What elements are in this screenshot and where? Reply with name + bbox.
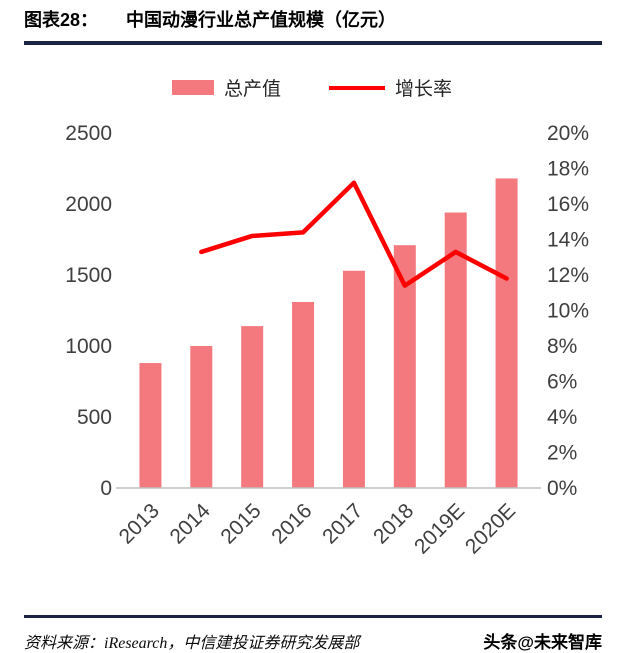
left-axis-tick: 0 — [100, 477, 112, 500]
left-axis-tick: 1000 — [65, 335, 112, 358]
right-axis-tick: 4% — [547, 406, 577, 429]
right-axis-tick: 0% — [547, 477, 577, 500]
right-axis-tick: 18% — [547, 158, 589, 181]
x-axis-label-2014: 2014 — [166, 499, 216, 549]
bar-2013 — [139, 363, 162, 488]
combo-chart: 0 500 1000 1500 2000 2500 0% 2% 4% 6% 8% 10% 12% 14% 1… — [65, 122, 589, 558]
bar-2016 — [292, 301, 315, 488]
growth-rate-line — [199, 180, 509, 288]
chart-header: 图表28： 中国动漫行业总产值规模（亿元） — [24, 6, 602, 45]
left-axis-tick: 2500 — [65, 122, 112, 145]
legend-line-label: 增长率 — [395, 79, 453, 100]
right-axis-tick: 16% — [547, 193, 589, 216]
source-note: 资料来源：iResearch，中信建投证券研究发展部 — [24, 635, 360, 652]
bar-2015 — [241, 326, 264, 488]
right-axis-tick: 6% — [547, 371, 577, 394]
x-axis-label-2013: 2013 — [115, 499, 164, 548]
bar-2017 — [342, 270, 365, 488]
x-axis-label-2019E: 2019E — [410, 499, 469, 558]
right-axis-tick: 2% — [547, 442, 577, 465]
chart-legend: 总产值 增长率 — [0, 74, 624, 101]
x-axis-label-2017: 2017 — [318, 499, 367, 548]
figure-number: 图表28： — [24, 10, 99, 30]
bar-2020E — [495, 178, 518, 488]
bar-2014 — [190, 346, 213, 488]
right-axis-tick: 8% — [547, 335, 577, 358]
left-axis-tick: 1500 — [65, 264, 112, 287]
bar-2019E — [444, 212, 467, 488]
x-axis-label-2020E: 2020E — [461, 499, 520, 558]
left-axis-tick: 500 — [77, 406, 112, 429]
legend-item-bar: 总产值 — [171, 74, 281, 101]
bar-swatch-icon — [171, 80, 214, 95]
right-axis-tick: 10% — [547, 300, 589, 323]
legend-bar-label: 总产值 — [223, 79, 281, 100]
chart-footer: 资料来源：iResearch，中信建投证券研究发展部 头条@未来智库 — [24, 615, 602, 653]
watermark-text: 头条@未来智库 — [483, 633, 602, 652]
x-axis-label-2016: 2016 — [267, 499, 316, 548]
bar-2018 — [393, 245, 416, 488]
line-swatch-icon — [329, 85, 385, 90]
page-title: 中国动漫行业总产值规模（亿元） — [126, 10, 397, 30]
left-axis-tick: 2000 — [65, 193, 112, 216]
right-axis-tick: 12% — [547, 264, 589, 287]
right-axis-tick: 20% — [547, 122, 589, 145]
legend-item-line: 增长率 — [329, 74, 452, 101]
x-axis-label-2015: 2015 — [216, 499, 265, 548]
right-axis-tick: 14% — [547, 229, 589, 252]
